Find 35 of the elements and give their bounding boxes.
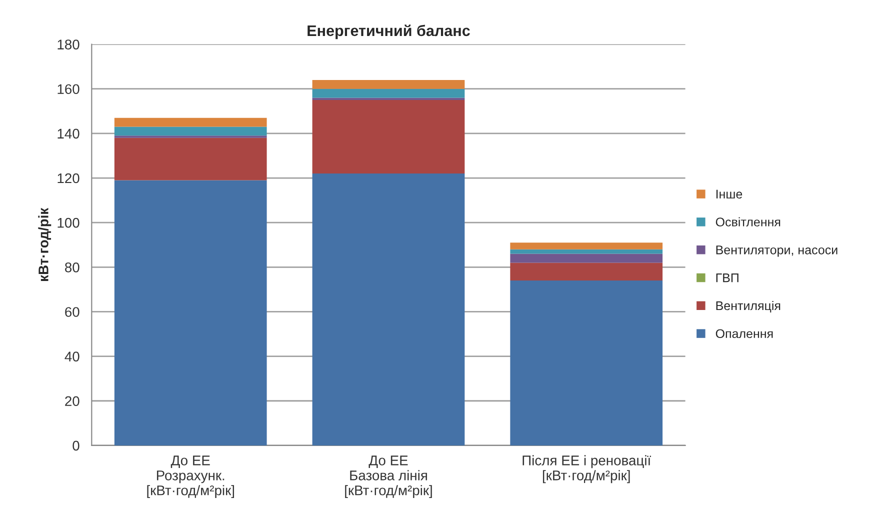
bar bbox=[510, 249, 663, 254]
y-tick-label: 160 bbox=[58, 84, 80, 94]
bar bbox=[312, 174, 465, 446]
legend-label: Опалення bbox=[716, 329, 773, 338]
y-axis-title: кВт·год/рік bbox=[38, 208, 52, 281]
y-tick-label: 140 bbox=[58, 128, 80, 139]
x-tick-label: Після ЕЕ і реновації [кВт·год/м²рік] bbox=[522, 455, 651, 484]
bar bbox=[510, 254, 663, 263]
y-tick-label: 40 bbox=[64, 352, 80, 362]
y-tick-label: 0 bbox=[72, 440, 80, 451]
bar bbox=[114, 118, 267, 127]
x-tick-label: До ЕЕ Базова лінія [кВт·год/м²рік] bbox=[345, 456, 432, 498]
y-tick-label: 20 bbox=[65, 396, 80, 406]
y-tick-label: 80 bbox=[65, 262, 80, 272]
y-tick-label: 100 bbox=[58, 218, 80, 228]
bar bbox=[510, 280, 663, 446]
y-tick-label: 60 bbox=[65, 307, 80, 317]
bar bbox=[312, 80, 465, 89]
bar bbox=[114, 180, 267, 446]
legend-label: Освітлення bbox=[716, 217, 780, 226]
y-tick-label: 180 bbox=[58, 40, 80, 50]
y-tick-label: 120 bbox=[58, 173, 80, 184]
chart-title: Енергетичний баланс bbox=[308, 24, 470, 40]
bar bbox=[510, 262, 663, 281]
bar bbox=[312, 88, 465, 98]
bar bbox=[312, 100, 465, 174]
legend-label: Вентиляція bbox=[716, 300, 780, 313]
bar bbox=[114, 126, 267, 136]
legend-label: ГВП bbox=[716, 274, 738, 282]
legend-label: Інше bbox=[716, 190, 742, 199]
bar bbox=[510, 242, 663, 250]
bar bbox=[114, 138, 267, 180]
x-tick-label: До ЕЕ Розрахунк. [кВт·год/м²рік] bbox=[147, 456, 234, 498]
legend-label: Вентилятори, насоси bbox=[716, 246, 838, 257]
bar bbox=[312, 98, 465, 100]
